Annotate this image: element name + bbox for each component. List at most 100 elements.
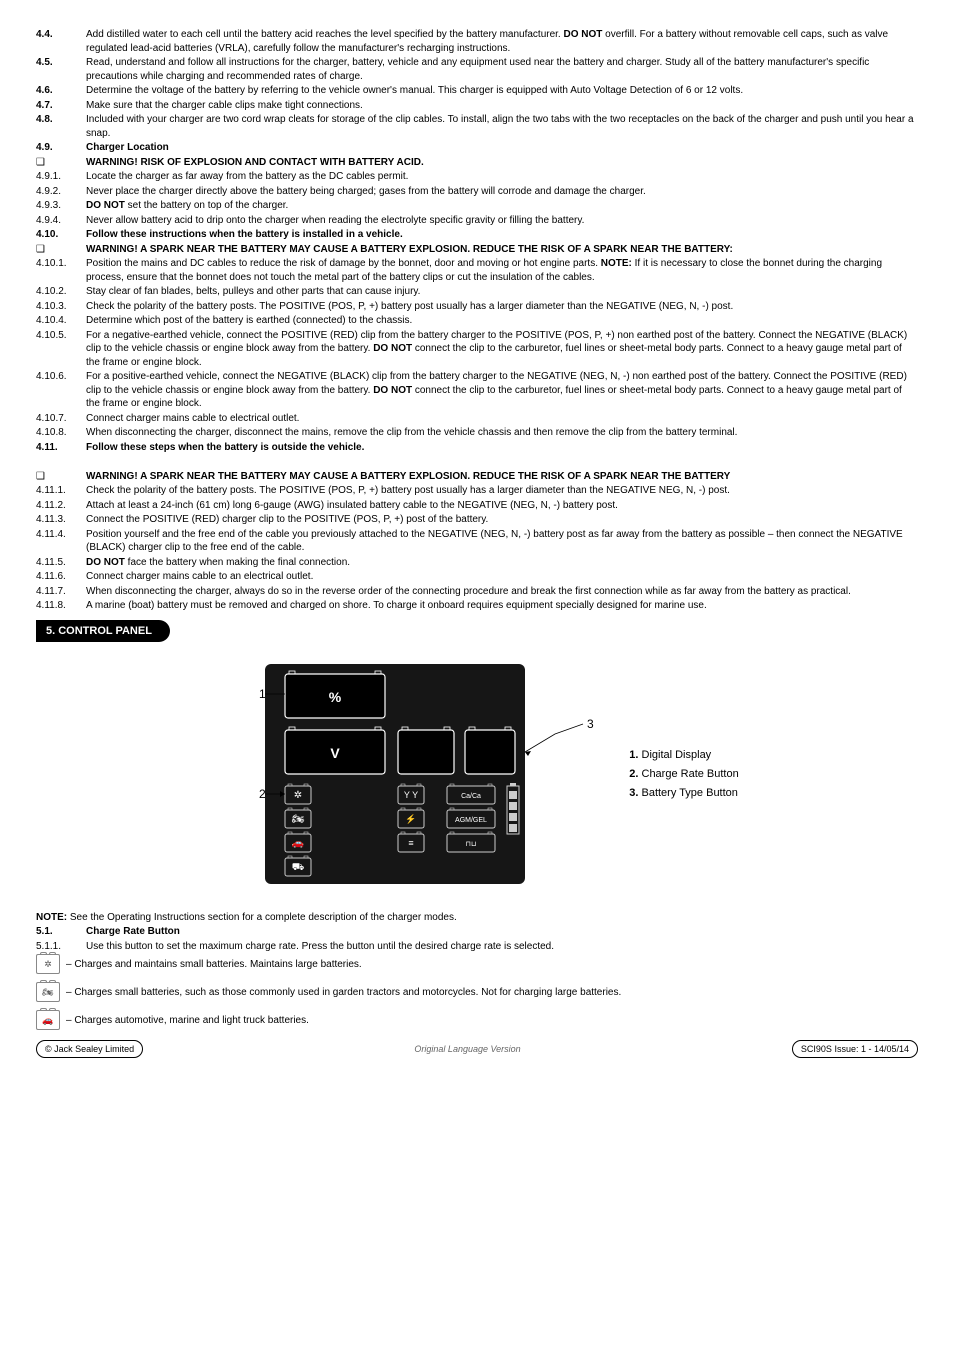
svg-text:🚗: 🚗	[292, 838, 304, 849]
item-number: 4.11.7.	[36, 585, 86, 599]
svg-text:⚡: ⚡	[406, 813, 417, 825]
list-item: 4.10.2.Stay clear of fan blades, belts, …	[36, 285, 918, 299]
svg-text:✲: ✲	[294, 790, 302, 801]
item-text: Connect charger mains cable to electrica…	[86, 412, 918, 426]
item-number: 4.8.	[36, 113, 86, 140]
item-text: Stay clear of fan blades, belts, pulleys…	[86, 285, 918, 299]
list-item: ❑WARNING! RISK OF EXPLOSION AND CONTACT …	[36, 156, 918, 170]
item-number: 4.10.6.	[36, 370, 86, 411]
list-item: 5.1.Charge Rate Button	[36, 925, 918, 939]
item-number: 4.11.5.	[36, 556, 86, 570]
svg-text:%: %	[329, 689, 342, 705]
svg-text:⛟: ⛟	[292, 862, 305, 873]
svg-text:≡: ≡	[409, 838, 414, 848]
item-text: Make sure that the charger cable clips m…	[86, 99, 918, 113]
item-text: Determine which post of the battery is e…	[86, 314, 918, 328]
item-number: 4.10.4.	[36, 314, 86, 328]
item-text: Check the polarity of the battery posts.…	[86, 300, 918, 314]
item-text: Included with your charger are two cord …	[86, 113, 918, 140]
item-text: Use this button to set the maximum charg…	[86, 940, 918, 954]
item-text: Determine the voltage of the battery by …	[86, 84, 918, 98]
list-item: 4.11.7.When disconnecting the charger, a…	[36, 585, 918, 599]
svg-text:🏍: 🏍	[292, 814, 305, 825]
list-item: 4.11.6.Connect charger mains cable to an…	[36, 570, 918, 584]
item-number: 4.5.	[36, 56, 86, 83]
list-item: 4.9.2.Never place the charger directly a…	[36, 185, 918, 199]
list-item: 5.1.1.Use this button to set the maximum…	[36, 940, 918, 954]
item-text: Charge Rate Button	[86, 925, 918, 939]
item-number: 5.1.	[36, 925, 86, 939]
item-number: 4.10.3.	[36, 300, 86, 314]
item-number: 4.9.2.	[36, 185, 86, 199]
list-item: 4.11.Follow these steps when the battery…	[36, 441, 918, 455]
item-number: ❑	[36, 156, 86, 170]
item-text: WARNING! RISK OF EXPLOSION AND CONTACT W…	[86, 156, 918, 170]
list-item: 4.11.2.Attach at least a 24-inch (61 cm)…	[36, 499, 918, 513]
legend-item: 1. Digital Display	[629, 748, 738, 763]
item-text: Connect the POSITIVE (RED) charger clip …	[86, 513, 918, 527]
list-item: 4.9.1.Locate the charger as far away fro…	[36, 170, 918, 184]
list-item: 4.5.Read, understand and follow all inst…	[36, 56, 918, 83]
list-item: 4.10.8.When disconnecting the charger, d…	[36, 426, 918, 440]
note-line: NOTE: See the Operating Instructions sec…	[36, 911, 918, 925]
item-text: Read, understand and follow all instruct…	[86, 56, 918, 83]
item-text: Connect charger mains cable to an electr…	[86, 570, 918, 584]
item-number: 4.6.	[36, 84, 86, 98]
item-number: ❑	[36, 470, 86, 484]
list-item: 4.7.Make sure that the charger cable cli…	[36, 99, 918, 113]
list-item: 4.11.5.DO NOT face the battery when maki…	[36, 556, 918, 570]
list-item: 4.11.1.Check the polarity of the battery…	[36, 484, 918, 498]
icon-line-text: – Charges small batteries, such as those…	[66, 986, 621, 1000]
item-text: Add distilled water to each cell until t…	[86, 28, 918, 55]
item-number: 4.9.	[36, 141, 86, 155]
svg-text:⊓⊔: ⊓⊔	[466, 841, 477, 848]
item-number	[36, 455, 86, 469]
item-number: 4.11.6.	[36, 570, 86, 584]
list-item: 4.11.8.A marine (boat) battery must be r…	[36, 599, 918, 613]
svg-text:3: 3	[587, 717, 594, 731]
item-text: Never allow battery acid to drip onto th…	[86, 214, 918, 228]
item-text: Locate the charger as far away from the …	[86, 170, 918, 184]
item-number: 4.11.8.	[36, 599, 86, 613]
list-item: 4.9.Charger Location	[36, 141, 918, 155]
list-item: 4.10.7.Connect charger mains cable to el…	[36, 412, 918, 426]
list-item: 4.4.Add distilled water to each cell unt…	[36, 28, 918, 55]
list-item: 4.6.Determine the voltage of the battery…	[36, 84, 918, 98]
item-text: When disconnecting the charger, disconne…	[86, 426, 918, 440]
item-number: 4.10.5.	[36, 329, 86, 370]
control-panel-diagram: %V✲🏍🚗⛟Y Y⚡≡Ca/CaAGM/GEL⊓⊔123 1. Digital …	[36, 654, 918, 899]
item-text: For a positive-earthed vehicle, connect …	[86, 370, 918, 411]
mode-icon: 🏍	[36, 982, 60, 1002]
list-item: 4.8.Included with your charger are two c…	[36, 113, 918, 140]
svg-text:2: 2	[259, 787, 266, 801]
list-item: 4.10.6.For a positive-earthed vehicle, c…	[36, 370, 918, 411]
item-text: WARNING! A SPARK NEAR THE BATTERY MAY CA…	[86, 243, 918, 257]
item-text: DO NOT set the battery on top of the cha…	[86, 199, 918, 213]
item-text: For a negative-earthed vehicle, connect …	[86, 329, 918, 370]
instruction-list: 4.4.Add distilled water to each cell unt…	[36, 28, 918, 613]
item-number: 4.11.	[36, 441, 86, 455]
item-text: Never place the charger directly above t…	[86, 185, 918, 199]
list-item: 4.10.4.Determine which post of the batte…	[36, 314, 918, 328]
list-item: 4.10.5.For a negative-earthed vehicle, c…	[36, 329, 918, 370]
icon-lines: ✲ – Charges and maintains small batterie…	[36, 954, 918, 1030]
item-number: 4.9.3.	[36, 199, 86, 213]
item-number: 4.10.	[36, 228, 86, 242]
icon-line: 🏍 – Charges small batteries, such as tho…	[36, 982, 918, 1002]
list-item: ❑WARNING! A SPARK NEAR THE BATTERY MAY C…	[36, 243, 918, 257]
item-number: 4.9.4.	[36, 214, 86, 228]
diagram-legend: 1. Digital Display2. Charge Rate Button3…	[629, 744, 738, 805]
icon-line: ✲ – Charges and maintains small batterie…	[36, 954, 918, 974]
svg-text:AGM/GEL: AGM/GEL	[455, 817, 487, 824]
item-text: Charger Location	[86, 141, 918, 155]
list-item: 4.10.1.Position the mains and DC cables …	[36, 257, 918, 284]
item-text: Follow these instructions when the batte…	[86, 228, 918, 242]
footer-right: SCI90S Issue: 1 - 14/05/14	[792, 1040, 918, 1058]
item-text: DO NOT face the battery when making the …	[86, 556, 918, 570]
item-text: Follow these steps when the battery is o…	[86, 441, 918, 455]
icon-line-text: – Charges and maintains small batteries.…	[66, 958, 362, 972]
svg-text:Y Y: Y Y	[404, 790, 418, 800]
item-text: Position the mains and DC cables to redu…	[86, 257, 918, 284]
item-number: 4.11.3.	[36, 513, 86, 527]
section-5-header: 5. CONTROL PANEL	[36, 620, 170, 643]
